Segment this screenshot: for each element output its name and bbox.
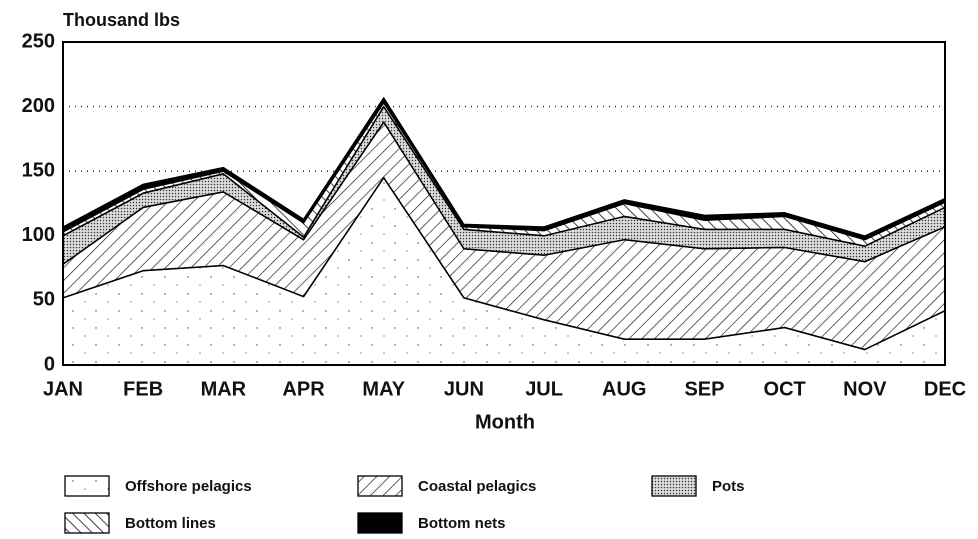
x-tick-label: FEB xyxy=(123,378,163,400)
legend-label: Bottom lines xyxy=(125,515,216,532)
legend-swatch xyxy=(64,512,110,534)
legend-swatch xyxy=(651,475,697,497)
legend-label: Offshore pelagics xyxy=(125,478,252,495)
x-tick-label: NOV xyxy=(843,378,887,400)
legend-label: Bottom nets xyxy=(418,515,506,532)
y-tick-label: 200 xyxy=(22,95,55,117)
y-tick-label: 100 xyxy=(22,224,55,246)
legend-swatch xyxy=(357,512,403,534)
legend-swatch xyxy=(64,475,110,497)
legend-label: Coastal pelagics xyxy=(418,478,536,495)
x-tick-label: JUL xyxy=(525,378,563,400)
y-tick-label: 150 xyxy=(22,159,55,181)
y-tick-label: 250 xyxy=(22,30,55,52)
y-tick-label: 0 xyxy=(44,353,55,375)
plot-frame xyxy=(62,41,946,366)
x-axis-label: Month xyxy=(475,411,535,433)
x-tick-label: JAN xyxy=(43,378,83,400)
chart-title: Thousand lbs xyxy=(63,10,180,30)
x-tick-label: JUN xyxy=(444,378,484,400)
x-tick-label: OCT xyxy=(764,378,806,400)
legend-swatch xyxy=(357,475,403,497)
x-tick-label: MAY xyxy=(362,378,405,400)
legend-label: Pots xyxy=(712,478,745,495)
y-tick-label: 50 xyxy=(33,289,55,311)
x-tick-label: MAR xyxy=(201,378,247,400)
x-tick-label: SEP xyxy=(684,378,724,400)
x-tick-label: DEC xyxy=(924,378,966,400)
x-tick-label: AUG xyxy=(602,378,646,400)
x-tick-label: APR xyxy=(282,378,325,400)
